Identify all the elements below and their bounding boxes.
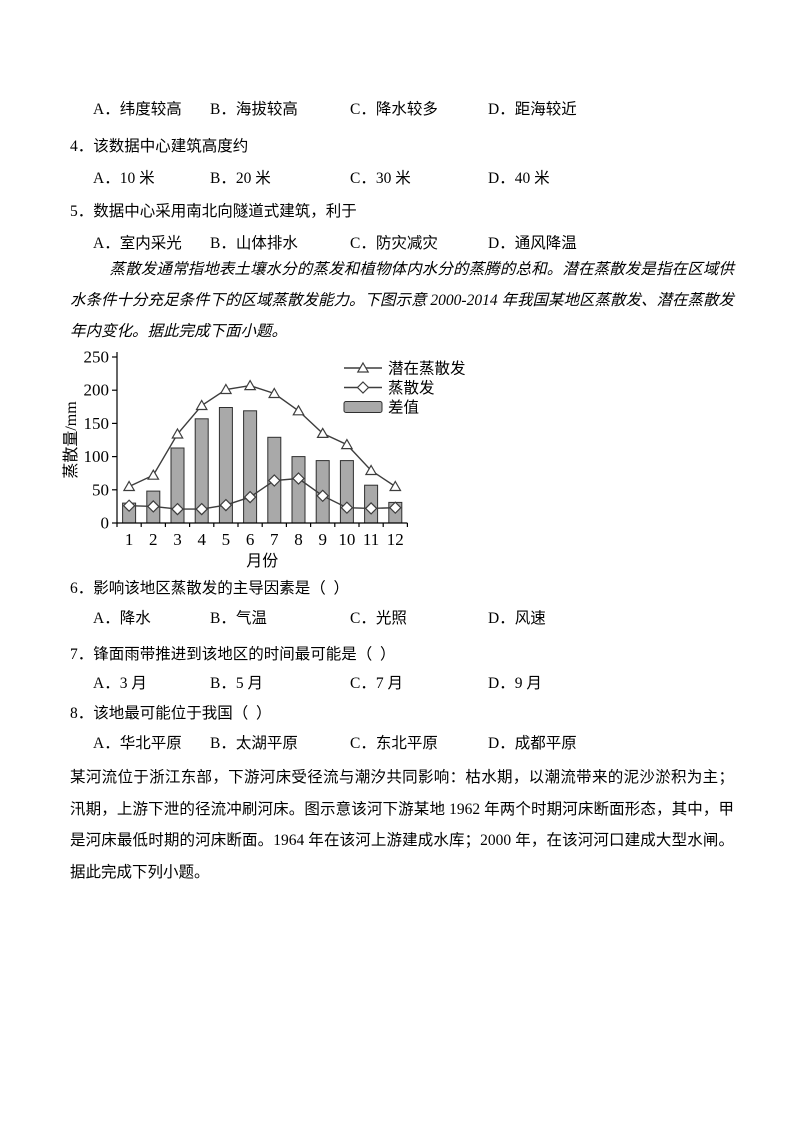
svg-text:1: 1 — [125, 530, 134, 549]
svg-text:2: 2 — [149, 530, 158, 549]
svg-text:0: 0 — [101, 514, 110, 533]
intro-paragraph: 蒸散发通常指地表土壤水分的蒸发和植物体内水分的蒸腾的总和。潜在蒸散发是指在区域供… — [70, 261, 734, 340]
svg-text:250: 250 — [84, 348, 110, 367]
option-d: D．40 米 — [488, 170, 550, 187]
question-5-text: 5．数据中心采用南北向隧道式建筑，利于 — [70, 203, 357, 220]
svg-text:11: 11 — [363, 530, 379, 549]
svg-text:9: 9 — [318, 530, 327, 549]
evapotranspiration-chart: 0 50 100 150 200 250 1 2 3 4 5 6 7 8 9 10 11 12 月份 蒸散量/mm 潜在… — [62, 348, 734, 570]
bar-series — [122, 407, 403, 524]
option-d: D．9 月 — [488, 675, 542, 692]
svg-text:150: 150 — [84, 414, 110, 433]
svg-text:差值: 差值 — [388, 399, 419, 417]
question-4-options: A．10 米 B．20 米 C．30 米 D．40 米 — [70, 168, 734, 190]
y-axis-label: 蒸散量/mm — [62, 401, 80, 479]
option-c: C．降水较多 — [350, 101, 438, 118]
option-a: A．10 米 — [93, 170, 155, 187]
option-b: B．海拔较高 — [210, 101, 298, 118]
option-b: B．20 米 — [210, 170, 271, 187]
option-c: C．东北平原 — [350, 735, 438, 752]
svg-text:4: 4 — [197, 530, 206, 549]
svg-text:200: 200 — [84, 381, 110, 400]
option-d: D．通风降温 — [488, 235, 577, 252]
svg-text:50: 50 — [92, 480, 109, 499]
svg-text:潜在蒸散发: 潜在蒸散发 — [388, 360, 466, 378]
line-series — [122, 379, 402, 492]
option-c: C．7 月 — [350, 675, 403, 692]
question-6-options: A．降水 B．气温 C．光照 D．风速 — [70, 608, 734, 630]
option-c: C．30 米 — [350, 170, 411, 187]
outro-paragraph: 某河流位于浙江东部，下游河床受径流与潮汐共同影响：枯水期，以潮流带来的泥沙淤积为… — [70, 769, 734, 881]
svg-text:蒸散发: 蒸散发 — [388, 379, 435, 397]
option-c: C．光照 — [350, 610, 407, 627]
option-b: B．气温 — [210, 610, 267, 627]
svg-text:100: 100 — [84, 447, 110, 466]
option-b: B．太湖平原 — [210, 735, 298, 752]
option-c: C．防灾减灾 — [350, 235, 438, 252]
svg-text:12: 12 — [387, 530, 404, 549]
svg-text:6: 6 — [246, 530, 255, 549]
question-6-text: 6．影响该地区蒸散发的主导因素是（ ） — [70, 580, 350, 597]
exam-page: A．纬度较高 B．海拔较高 C．降水较多 D．距海较近 4．该数据中心建筑高度约… — [62, 99, 734, 881]
option-d: D．距海较近 — [488, 101, 577, 118]
question-3-options: A．纬度较高 B．海拔较高 C．降水较多 D．距海较近 — [70, 99, 734, 121]
question-5-options: A．室内采光 B．山体排水 C．防灾减灾 D．通风降温 — [70, 233, 734, 255]
option-b: B．山体排水 — [210, 235, 298, 252]
x-axis-label: 月份 — [246, 552, 278, 570]
option-a: A．华北平原 — [93, 735, 182, 752]
option-a: A．纬度较高 — [93, 101, 182, 118]
svg-text:10: 10 — [338, 530, 355, 549]
question-8-options: A．华北平原 B．太湖平原 C．东北平原 D．成都平原 — [70, 733, 734, 755]
option-d: D．风速 — [488, 610, 546, 627]
question-4-text: 4．该数据中心建筑高度约 — [70, 138, 249, 155]
option-a: A．室内采光 — [93, 235, 182, 252]
question-7-text: 7．锋面雨带推进到该地区的时间最可能是（ ） — [70, 646, 396, 663]
option-a: A．降水 — [93, 610, 151, 627]
svg-text:3: 3 — [173, 530, 182, 549]
option-a: A．3 月 — [93, 675, 147, 692]
question-8-text: 8．该地最可能位于我国（ ） — [70, 705, 272, 722]
option-d: D．成都平原 — [488, 735, 577, 752]
svg-text:8: 8 — [294, 530, 303, 549]
option-b: B．5 月 — [210, 675, 263, 692]
question-7-options: A．3 月 B．5 月 C．7 月 D．9 月 — [70, 673, 734, 695]
line-series — [122, 472, 402, 516]
svg-text:7: 7 — [270, 530, 279, 549]
svg-text:5: 5 — [222, 530, 231, 549]
